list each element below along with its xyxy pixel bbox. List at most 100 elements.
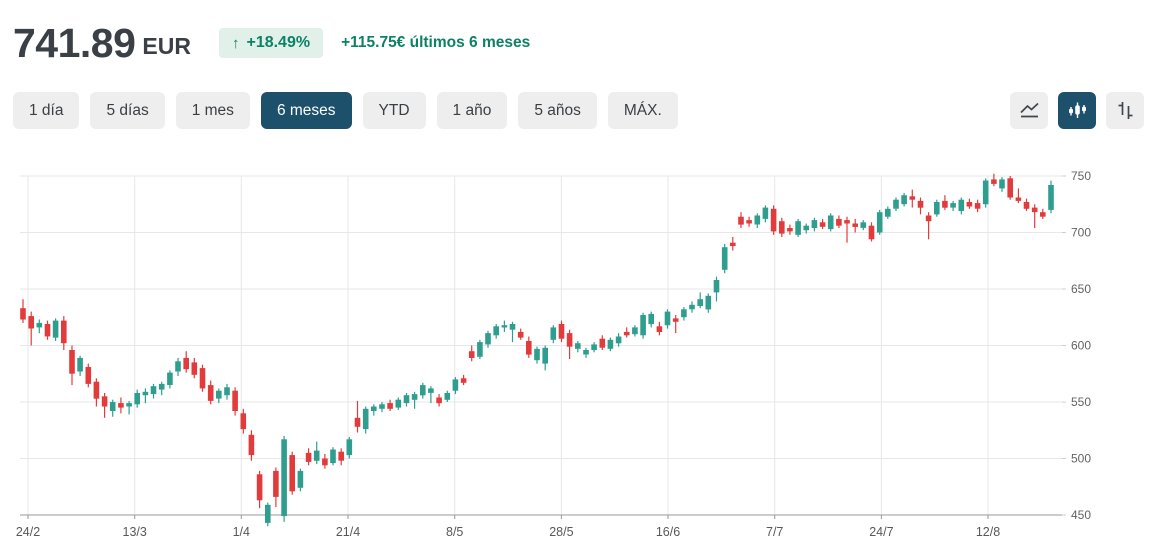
candlestick[interactable]: [982, 178, 989, 208]
candlestick[interactable]: [28, 311, 34, 346]
candlestick[interactable]: [836, 215, 842, 229]
candlestick[interactable]: [44, 320, 51, 340]
candlestick[interactable]: [950, 200, 956, 211]
candlestick[interactable]: [656, 321, 663, 336]
candlestick[interactable]: [942, 195, 948, 210]
candlestick[interactable]: [118, 397, 124, 414]
candlestick[interactable]: [885, 206, 891, 219]
range-button-max[interactable]: MÁX.: [607, 92, 678, 129]
candlestick[interactable]: [485, 330, 491, 348]
candlestick[interactable]: [1040, 208, 1046, 219]
candlestick[interactable]: [566, 329, 573, 360]
candlestick[interactable]: [517, 328, 524, 340]
candlestick[interactable]: [150, 383, 157, 399]
candlestick[interactable]: [681, 307, 687, 321]
chart-type-ohlc-button[interactable]: [1106, 92, 1144, 129]
candlestick[interactable]: [534, 346, 540, 364]
candlestick[interactable]: [371, 404, 377, 416]
candlestick[interactable]: [623, 327, 630, 338]
candlestick[interactable]: [1023, 198, 1030, 211]
candlestick[interactable]: [20, 299, 26, 323]
candlestick[interactable]: [460, 374, 467, 386]
candlestick[interactable]: [452, 377, 459, 395]
candlestick[interactable]: [648, 311, 654, 328]
candlestick[interactable]: [265, 502, 271, 527]
candlestick[interactable]: [167, 370, 173, 389]
range-button-5-anos[interactable]: 5 años: [518, 92, 597, 129]
candlestick[interactable]: [730, 237, 736, 251]
candlestick[interactable]: [281, 435, 287, 522]
candlestick[interactable]: [256, 470, 263, 509]
candlestick[interactable]: [477, 339, 483, 360]
candlestick[interactable]: [754, 213, 761, 228]
candlestick[interactable]: [354, 400, 361, 433]
candlestick[interactable]: [934, 199, 940, 217]
range-button-1-mes[interactable]: 1 mes: [175, 92, 250, 129]
candlestick[interactable]: [109, 399, 116, 417]
candlestick[interactable]: [819, 218, 826, 230]
candlestick[interactable]: [672, 315, 679, 334]
candlestick[interactable]: [689, 301, 695, 313]
candlestick[interactable]: [664, 309, 671, 329]
candlestick[interactable]: [844, 216, 850, 243]
candlestick[interactable]: [134, 389, 140, 408]
candlestick[interactable]: [558, 320, 565, 343]
candlestick[interactable]: [770, 205, 777, 235]
candlestick[interactable]: [191, 357, 198, 379]
range-button-5-dias[interactable]: 5 días: [90, 92, 165, 129]
candlestick[interactable]: [713, 276, 720, 302]
candlestick[interactable]: [395, 397, 402, 410]
range-button-1-ano[interactable]: 1 año: [436, 92, 508, 129]
candlestick[interactable]: [305, 448, 312, 466]
candlestick-chart[interactable]: 750 700 650 600 550 500 450 24/2 13/3 1/4 21/4 8/5 2…: [0, 161, 1157, 555]
candlestick[interactable]: [917, 197, 924, 215]
candlestick[interactable]: [615, 333, 622, 347]
candlestick[interactable]: [1015, 188, 1022, 204]
candlestick[interactable]: [216, 388, 222, 404]
candlestick[interactable]: [436, 394, 442, 407]
candlestick[interactable]: [893, 197, 899, 212]
range-button-1-dia[interactable]: 1 día: [13, 92, 80, 129]
chart-type-line-chart-button[interactable]: [1010, 92, 1048, 129]
candlestick[interactable]: [403, 393, 410, 407]
candlestick[interactable]: [428, 386, 434, 404]
candlestick[interactable]: [338, 448, 344, 466]
candlestick[interactable]: [868, 222, 875, 242]
candlestick[interactable]: [526, 336, 532, 358]
candlestick[interactable]: [69, 345, 75, 386]
candlestick[interactable]: [468, 345, 475, 362]
candlestick[interactable]: [909, 189, 916, 208]
candlestick[interactable]: [36, 319, 43, 334]
candlestick[interactable]: [607, 337, 614, 352]
candlestick[interactable]: [901, 192, 907, 207]
candlestick[interactable]: [795, 218, 801, 237]
candlestick[interactable]: [575, 341, 581, 353]
candlestick[interactable]: [240, 408, 247, 434]
candlestick[interactable]: [61, 316, 67, 350]
range-button-6-meses[interactable]: 6 meses: [260, 92, 352, 129]
candlestick[interactable]: [583, 347, 589, 358]
candlestick[interactable]: [501, 320, 508, 332]
candlestick[interactable]: [175, 357, 181, 376]
candlestick[interactable]: [330, 447, 336, 466]
candlestick[interactable]: [958, 197, 965, 215]
candlestick[interactable]: [101, 393, 108, 418]
candlestick[interactable]: [974, 199, 981, 213]
candlestick[interactable]: [746, 216, 752, 227]
candlestick[interactable]: [322, 454, 328, 469]
candlestick[interactable]: [542, 345, 548, 371]
candlestick[interactable]: [183, 351, 189, 373]
candlestick[interactable]: [779, 217, 785, 237]
candlestick[interactable]: [632, 325, 638, 337]
candlestick[interactable]: [640, 312, 646, 339]
candlestick[interactable]: [1048, 180, 1054, 214]
candlestick[interactable]: [248, 430, 255, 461]
candlestick[interactable]: [493, 324, 499, 339]
candlestick[interactable]: [387, 399, 393, 411]
candlestick[interactable]: [599, 335, 606, 350]
candlestick[interactable]: [852, 218, 858, 233]
candlestick[interactable]: [289, 451, 295, 495]
candlestick[interactable]: [207, 380, 214, 405]
candlestick[interactable]: [232, 387, 238, 416]
candlestick[interactable]: [803, 223, 809, 234]
